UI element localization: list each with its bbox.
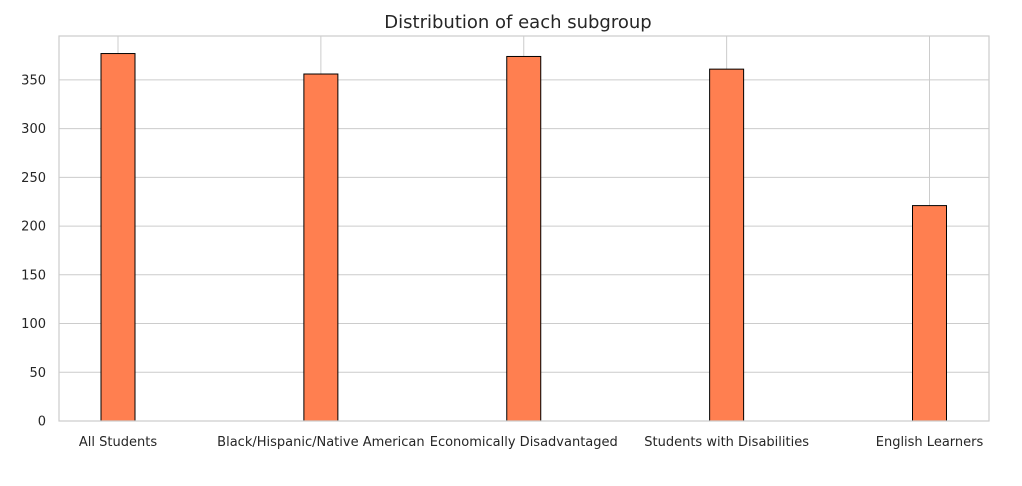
y-tick-label: 50 xyxy=(29,366,46,381)
chart-title: Distribution of each subgroup xyxy=(384,12,651,33)
bar xyxy=(100,53,136,422)
x-tick-label: Black/Hispanic/Native American xyxy=(217,435,424,450)
y-tick-label: 350 xyxy=(21,73,46,88)
plot-frame xyxy=(58,35,990,422)
y-tick-label: 300 xyxy=(21,122,46,137)
y-tick-label: 150 xyxy=(21,268,46,283)
y-tick-label: 100 xyxy=(21,317,46,332)
bar-layer xyxy=(100,53,947,422)
bar xyxy=(912,205,947,422)
x-tick-label: Students with Disabilities xyxy=(644,435,809,450)
x-tick-label: All Students xyxy=(79,435,157,450)
bar xyxy=(303,73,339,422)
y-tick-label: 200 xyxy=(21,220,46,235)
y-tick-label: 0 xyxy=(38,415,46,430)
bar xyxy=(506,55,542,422)
x-axis-ticks: All Students Black/Hispanic/Native Americ… xyxy=(79,435,984,450)
y-axis-ticks: 0 50 100 150 200 250 300 350 xyxy=(21,73,46,429)
y-tick-label: 250 xyxy=(21,171,46,186)
bar xyxy=(709,68,745,422)
x-tick-label: Economically Disadvantaged xyxy=(430,435,618,450)
x-tick-label: English Learners xyxy=(876,435,984,450)
